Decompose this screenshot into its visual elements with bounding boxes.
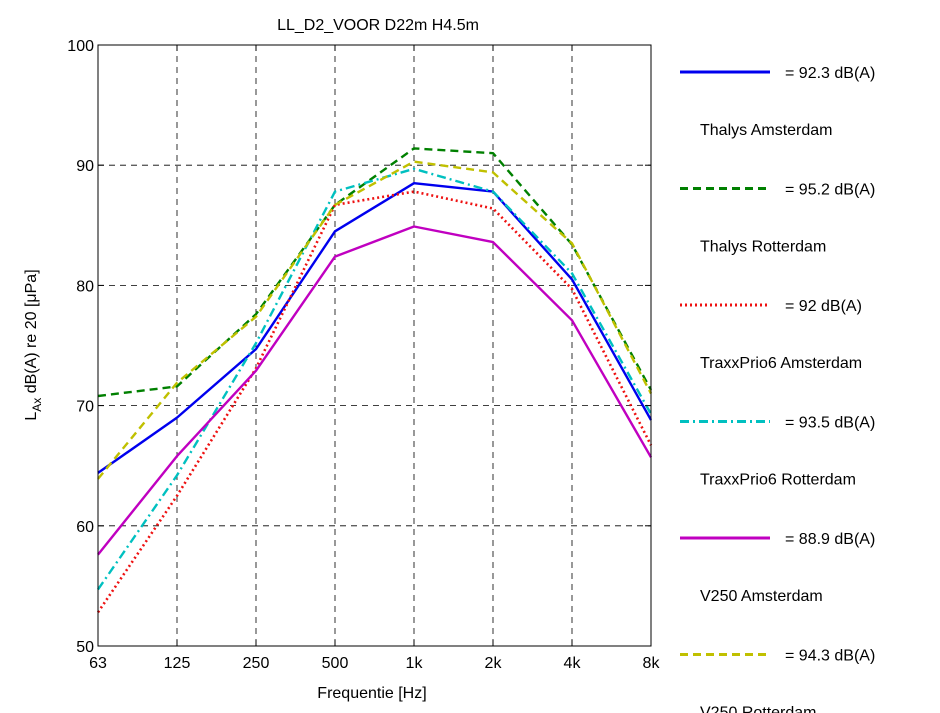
legend-name: Thalys Amsterdam <box>700 122 832 139</box>
legend-name: Thalys Rotterdam <box>700 239 826 256</box>
y-tick-label: 60 <box>76 519 94 536</box>
legend-name: V250 Rotterdam <box>700 705 817 713</box>
legend-level: = 92.3 dB(A) <box>785 65 875 82</box>
y-axis-label-rest: dB(A) re 20 [μPa] <box>23 269 40 397</box>
series-line <box>97 167 653 591</box>
y-tick-label: 50 <box>76 639 94 656</box>
series-line <box>97 181 653 474</box>
x-tick-label: 125 <box>164 655 191 672</box>
grid-lines <box>98 45 651 646</box>
series-line <box>97 160 653 480</box>
y-axis-ticks: 50 60 70 80 90 100 <box>67 38 651 656</box>
plot-frame <box>97 44 652 647</box>
legend-level: = 88.9 dB(A) <box>785 531 875 548</box>
legend: = 92.3 dB(A) = 95.2 dB(A) Thalys Amsterdam… <box>680 65 875 713</box>
x-tick-label: 250 <box>243 655 270 672</box>
y-axis-label-subscript: Ax <box>30 398 44 412</box>
y-tick-label: 90 <box>76 158 94 175</box>
series-line <box>97 225 653 556</box>
legend-name: V250 Amsterdam <box>700 588 823 605</box>
x-tick-label: 500 <box>322 655 349 672</box>
legend-level: = 95.2 dB(A) <box>785 182 875 199</box>
x-tick-label: 4k <box>564 655 582 672</box>
chart-title: LL_D2_VOOR D22m H4.5m <box>277 17 479 34</box>
x-axis-ticks: 63 125 250 500 1k 2k 4k 8k <box>89 45 660 672</box>
series-lines <box>96 147 653 614</box>
legend-name: TraxxPrio6 Amsterdam <box>700 355 862 372</box>
legend-level: = 93.5 dB(A) <box>785 415 875 432</box>
y-tick-label: 100 <box>67 38 94 55</box>
y-tick-label: 80 <box>76 278 94 295</box>
legend-level: = 94.3 dB(A) <box>785 648 875 665</box>
y-tick-label: 70 <box>76 399 94 416</box>
legend-level: = 92 dB(A) <box>785 298 862 315</box>
x-tick-label: 63 <box>89 655 107 672</box>
x-tick-label: 2k <box>485 655 503 672</box>
y-axis-label-main: L <box>23 412 40 421</box>
legend-name: TraxxPrio6 Rotterdam <box>700 472 856 489</box>
series-line <box>96 190 653 614</box>
x-axis-label: Frequentie [Hz] <box>317 685 426 702</box>
x-tick-label: 1k <box>406 655 424 672</box>
x-tick-label: 8k <box>643 655 661 672</box>
y-axis-label: LAx dB(A) re 20 [μPa] <box>23 269 44 420</box>
series-line <box>97 147 653 398</box>
